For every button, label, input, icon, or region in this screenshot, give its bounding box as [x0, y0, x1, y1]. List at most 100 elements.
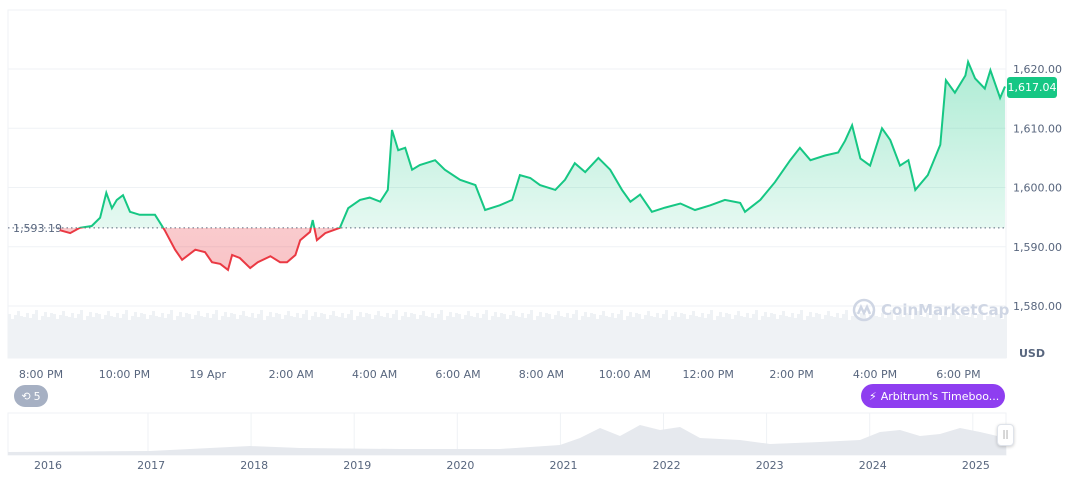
volume-bar [884, 318, 887, 358]
volume-bar [533, 320, 536, 358]
history-count: 5 [33, 389, 41, 403]
volume-bar [11, 319, 14, 358]
pause-grip-icon: || [1002, 430, 1009, 440]
volume-bar [56, 319, 59, 358]
volume-bar [299, 318, 302, 358]
volume-bar [671, 316, 674, 358]
volume-bar [647, 311, 650, 358]
volume-bar [959, 315, 962, 358]
volume-bar [779, 315, 782, 358]
volume-bar [206, 313, 209, 358]
volume-bar [563, 317, 566, 358]
volume-bar [287, 311, 290, 358]
history-button[interactable]: ⟲ 5 [14, 385, 48, 407]
x-tick-label: 10:00 PM [99, 368, 150, 381]
volume-bar [209, 318, 212, 358]
volume-bar [521, 313, 524, 358]
volume-bar [170, 310, 173, 358]
volume-bar [236, 319, 239, 358]
volume-bar [731, 319, 734, 358]
volume-bar [806, 316, 809, 358]
y-tick-label: 1,620.00 [1013, 63, 1062, 76]
navigator-year-label: 2017 [137, 459, 165, 472]
x-tick-label: 12:00 PM [683, 368, 734, 381]
volume-bar [836, 313, 839, 358]
volume-bar [623, 320, 626, 358]
volume-bar [92, 317, 95, 358]
volume-bar [479, 318, 482, 358]
volume-bar [65, 316, 68, 358]
volume-bar [539, 312, 542, 358]
volume-bar [59, 315, 62, 358]
volume-bar [569, 318, 572, 358]
volume-bar [29, 318, 32, 358]
volume-bar [494, 312, 497, 358]
volume-bar [860, 313, 863, 358]
volume-bar [425, 316, 428, 358]
volume-bar [143, 314, 146, 358]
volume-bar [146, 319, 149, 358]
volume-bar [743, 317, 746, 358]
volume-bar [977, 314, 980, 358]
volume-bar [602, 311, 605, 358]
volume-bar [188, 314, 191, 358]
volume-bar [857, 317, 860, 358]
navigator-year-label: 2019 [343, 459, 371, 472]
volume-bar [794, 318, 797, 358]
volume-bar [131, 316, 134, 358]
volume-bar [512, 311, 515, 358]
volume-bar [704, 318, 707, 358]
volume-bar [8, 314, 11, 358]
navigator-handle[interactable]: || [997, 424, 1014, 446]
volume-bar [410, 313, 413, 358]
volume-bar [401, 316, 404, 358]
volume-bar [191, 319, 194, 358]
volume-bar [485, 310, 488, 358]
volume-bar [530, 310, 533, 358]
volume-bar [536, 316, 539, 358]
news-pill[interactable]: ⚡︎ Arbitrum's Timeboo... [861, 384, 1005, 408]
history-icon: ⟲ [21, 389, 31, 403]
volume-bar [581, 316, 584, 358]
volume-bar [755, 310, 758, 358]
volume-bar [245, 316, 248, 358]
volume-bar [128, 320, 131, 358]
volume-bar [224, 312, 227, 358]
volume-bar [308, 320, 311, 358]
volume-bar [428, 317, 431, 358]
volume-bar [980, 310, 983, 358]
volume-bar [77, 314, 80, 358]
volume-bar [968, 317, 971, 358]
volume-bar [254, 318, 257, 358]
volume-bar [908, 314, 911, 358]
volume-bar [233, 314, 236, 358]
volume-bar [614, 318, 617, 358]
volume-bar [881, 313, 884, 358]
volume-bar [650, 316, 653, 358]
volume-bar [974, 318, 977, 358]
volume-bar [446, 316, 449, 358]
volume-bar [656, 313, 659, 358]
volume-bar [383, 317, 386, 358]
y-tick-label: 1,590.00 [1013, 241, 1062, 254]
volume-bar [371, 319, 374, 358]
volume-bar [326, 319, 329, 358]
volume-bar [35, 310, 38, 358]
volume-bar [695, 316, 698, 358]
volume-bar [242, 311, 245, 358]
volume-bar [377, 311, 380, 358]
volume-bar [329, 315, 332, 358]
volume-bar [608, 317, 611, 358]
volume-bar [113, 317, 116, 358]
volume-bar [83, 320, 86, 358]
volume-bar [158, 317, 161, 358]
volume-bar [719, 312, 722, 358]
volume-bar [503, 314, 506, 358]
volume-bar [167, 314, 170, 358]
volume-bar [809, 312, 812, 358]
navigator-year-label: 2025 [962, 459, 990, 472]
volume-bar [290, 316, 293, 358]
volume-bar [545, 313, 548, 358]
volume-bar [509, 315, 512, 358]
